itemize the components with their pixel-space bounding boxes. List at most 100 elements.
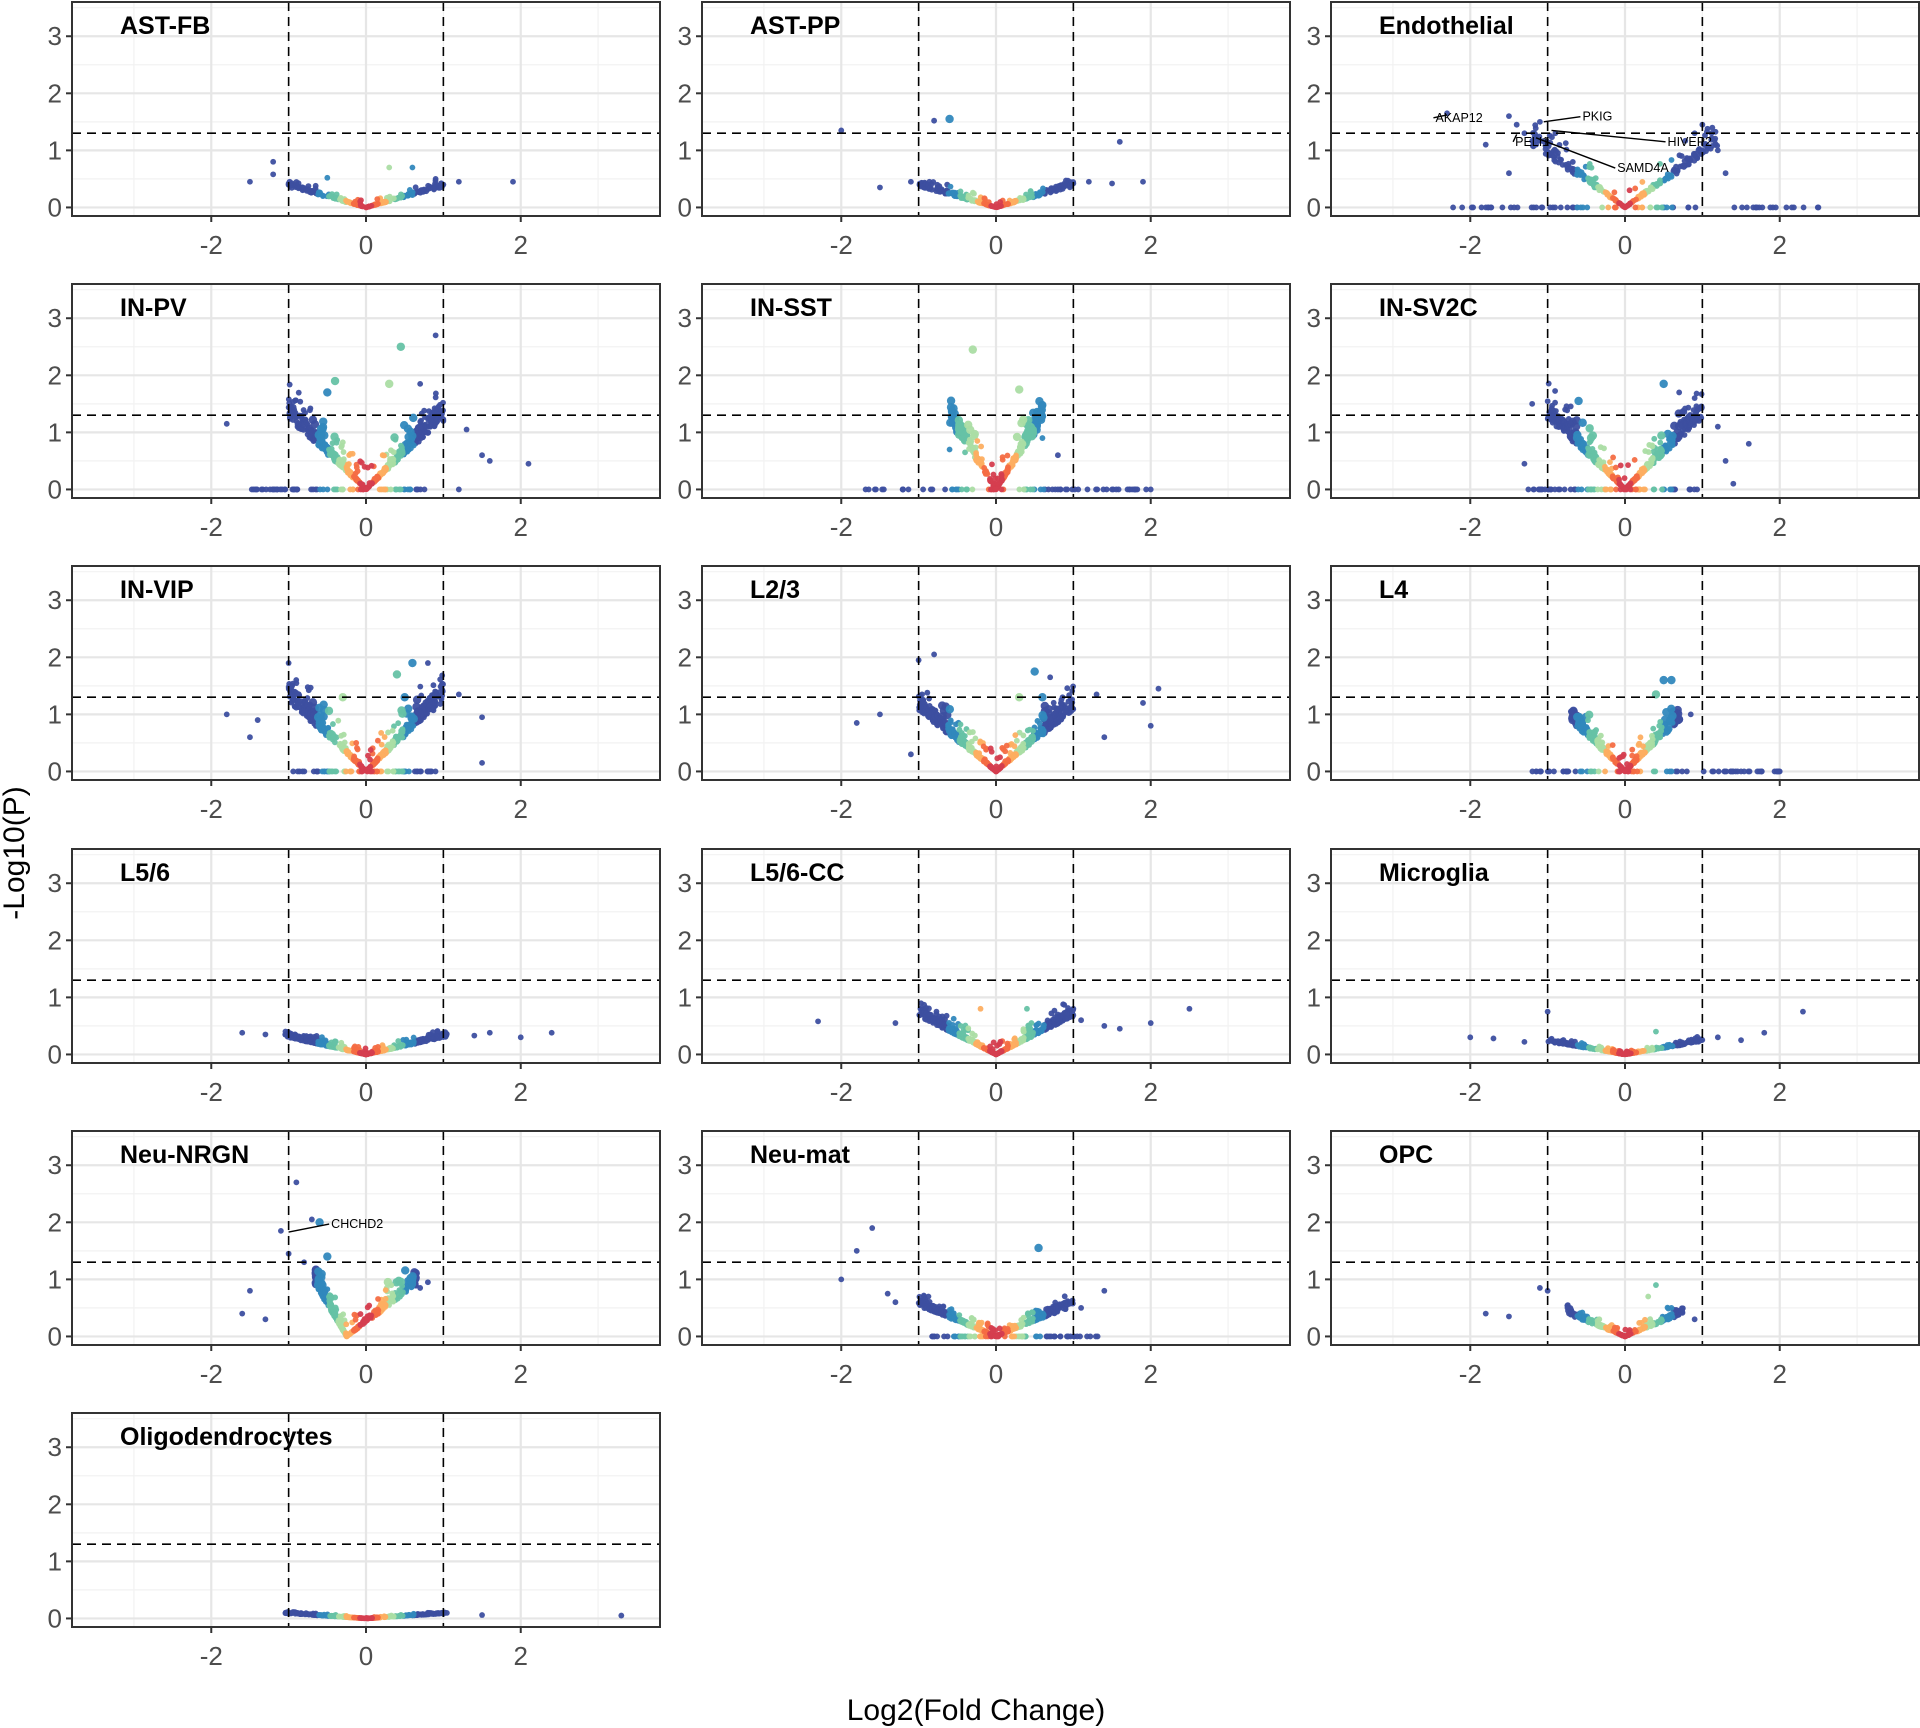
data-point <box>1584 204 1591 211</box>
data-point <box>1521 460 1528 467</box>
data-point <box>1593 727 1600 733</box>
data-point <box>398 442 404 449</box>
data-point <box>1588 431 1598 440</box>
data-point <box>1557 204 1564 211</box>
data-point <box>1676 389 1683 396</box>
x-tick-label: -2 <box>1459 794 1482 824</box>
x-tick-label: 2 <box>1144 794 1158 824</box>
data-point <box>413 486 420 493</box>
data-point <box>1085 178 1092 185</box>
y-tick-label: 0 <box>1307 192 1321 222</box>
data-point <box>1730 480 1737 487</box>
data-point <box>1603 486 1610 493</box>
y-tick-label: 2 <box>1307 78 1321 108</box>
data-point <box>437 683 444 690</box>
data-point <box>974 438 981 444</box>
data-point <box>815 1018 821 1025</box>
data-point <box>412 184 419 191</box>
data-point <box>1514 204 1521 211</box>
data-point <box>339 486 346 493</box>
data-point <box>957 721 964 728</box>
data-point <box>1708 136 1715 143</box>
y-tick-label: 0 <box>1307 756 1321 786</box>
gene-label-leader <box>1512 134 1518 143</box>
data-point <box>397 706 406 715</box>
y-tick-label: 0 <box>48 1039 62 1069</box>
data-point <box>349 450 356 457</box>
data-point <box>395 720 402 727</box>
data-point <box>1681 158 1688 164</box>
data-point <box>424 660 431 666</box>
x-tick-label: 2 <box>1144 512 1158 542</box>
data-point <box>992 475 999 482</box>
data-point <box>999 454 1006 461</box>
data-point <box>1065 698 1072 705</box>
data-point <box>919 691 925 698</box>
x-tick-label: 2 <box>1773 512 1787 542</box>
data-point <box>310 419 320 429</box>
data-point <box>1552 399 1558 406</box>
y-tick-label: 1 <box>48 417 62 447</box>
data-point <box>972 444 979 451</box>
y-tick-label: 1 <box>1307 417 1321 447</box>
data-point <box>340 456 347 463</box>
data-point <box>1620 751 1627 758</box>
data-point <box>1714 147 1721 154</box>
panel-title: IN-SST <box>750 294 832 322</box>
data-point <box>1544 398 1551 405</box>
data-point <box>463 426 470 433</box>
x-tick-label: -2 <box>830 794 853 824</box>
data-point <box>978 443 985 450</box>
data-point <box>386 164 393 171</box>
data-point <box>430 682 437 689</box>
data-point <box>1565 768 1572 775</box>
data-point <box>1800 204 1807 211</box>
data-point <box>1027 188 1034 195</box>
data-point <box>385 379 394 389</box>
data-point <box>320 431 329 440</box>
data-point <box>1499 204 1506 211</box>
data-point <box>993 201 1000 208</box>
data-point <box>320 486 327 493</box>
data-point <box>1602 768 1608 775</box>
data-point <box>374 737 381 744</box>
data-point <box>1567 403 1574 410</box>
data-point <box>1101 734 1108 741</box>
data-point <box>376 486 383 493</box>
data-point <box>262 1031 269 1038</box>
data-point <box>1599 204 1606 211</box>
data-point <box>1612 204 1619 211</box>
data-point <box>432 394 439 401</box>
data-point <box>1585 424 1594 433</box>
data-point <box>907 751 914 758</box>
data-point <box>384 768 390 775</box>
data-point <box>1561 486 1568 493</box>
data-point <box>411 768 418 775</box>
data-point <box>1552 130 1559 137</box>
data-point <box>1657 160 1663 167</box>
data-point <box>1574 396 1583 406</box>
x-tick-label: 0 <box>1618 230 1632 260</box>
gene-label-leader <box>1551 129 1666 143</box>
data-point <box>1459 204 1466 211</box>
data-point <box>1631 456 1638 463</box>
data-point <box>1647 204 1654 211</box>
data-point <box>1147 486 1154 493</box>
data-point <box>270 158 277 165</box>
data-point <box>1653 204 1660 211</box>
points <box>223 658 485 775</box>
x-tick-label: 0 <box>359 230 373 260</box>
y-tick-label: 1 <box>1307 135 1321 165</box>
data-point <box>391 723 397 730</box>
data-point <box>1143 486 1150 493</box>
data-point <box>907 178 914 185</box>
y-tick-label: 1 <box>678 135 692 165</box>
data-point <box>379 452 386 459</box>
data-point <box>1657 431 1666 440</box>
data-point <box>1592 175 1599 182</box>
data-point <box>1646 442 1653 448</box>
